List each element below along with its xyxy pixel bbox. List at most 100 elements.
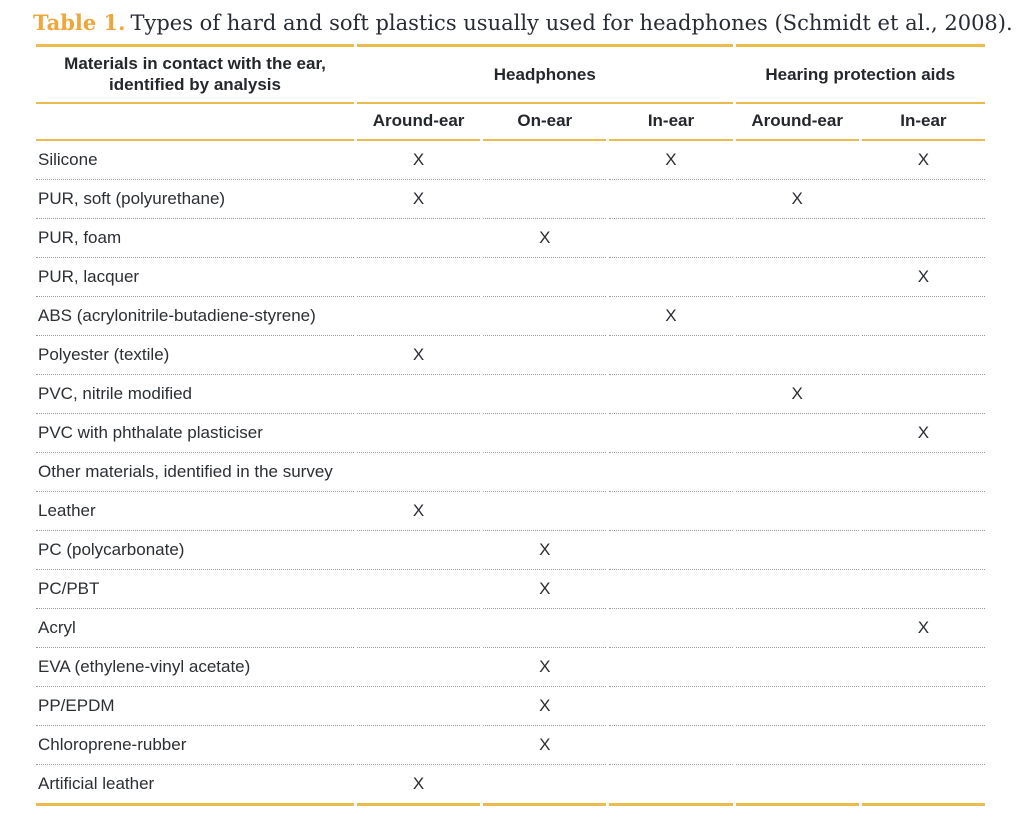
mark-cell-hearing-in-ear	[861, 297, 985, 336]
mark-cell-headphones-around-ear: X	[357, 336, 481, 375]
mark-cell-headphones-on-ear	[483, 492, 607, 531]
mark-cell-headphones-on-ear: X	[483, 531, 607, 570]
mark-cell-headphones-in-ear	[609, 531, 733, 570]
table-row: Acryl X	[36, 609, 985, 648]
mark-cell-headphones-around-ear: X	[357, 141, 481, 180]
material-name: Silicone	[36, 141, 354, 180]
mark-cell-headphones-in-ear	[609, 492, 733, 531]
mark-cell-headphones-in-ear: X	[609, 141, 733, 180]
mark-cell-hearing-around-ear	[735, 219, 859, 258]
mark-cell-hearing-around-ear	[735, 765, 859, 806]
mark-cell-hearing-in-ear	[861, 180, 985, 219]
mark-cell-headphones-in-ear	[609, 336, 733, 375]
mark-cell-headphones-on-ear	[483, 609, 607, 648]
mark-cell-hearing-around-ear	[735, 726, 859, 765]
mark-cell-headphones-around-ear	[357, 648, 481, 687]
table-row: PUR, lacquer X	[36, 258, 985, 297]
mark-cell-headphones-in-ear	[609, 180, 733, 219]
table-header: Materials in contact with the ear, ident…	[36, 44, 985, 141]
table-row: Chloroprene-rubber X	[36, 726, 985, 765]
mark-cell-hearing-around-ear	[735, 570, 859, 609]
table-caption-label: Table 1.	[33, 10, 126, 35]
subheader-hearing-around-ear: Around-ear	[735, 104, 859, 141]
table-row: PP/EPDM X	[36, 687, 985, 726]
mark-cell-headphones-on-ear	[483, 765, 607, 806]
mark-cell-headphones-in-ear	[609, 648, 733, 687]
material-name: Chloroprene-rubber	[36, 726, 354, 765]
mark-cell-headphones-around-ear	[357, 570, 481, 609]
material-name: Other materials, identified in the surve…	[36, 453, 354, 492]
material-name: Artificial leather	[36, 765, 354, 806]
mark-cell-headphones-on-ear: X	[483, 648, 607, 687]
table-row: Silicone X X X	[36, 141, 985, 180]
mark-cell-headphones-on-ear: X	[483, 687, 607, 726]
table-caption-text: Types of hard and soft plastics usually …	[130, 11, 1013, 35]
material-name: ABS (acrylonitrile-butadiene-styrene)	[36, 297, 354, 336]
mark-cell-headphones-around-ear	[357, 726, 481, 765]
mark-cell-hearing-around-ear	[735, 336, 859, 375]
material-name: PC/PBT	[36, 570, 354, 609]
mark-cell-headphones-in-ear	[609, 258, 733, 297]
material-name: PC (polycarbonate)	[36, 531, 354, 570]
material-name: PP/EPDM	[36, 687, 354, 726]
mark-cell-headphones-in-ear	[609, 765, 733, 806]
mark-cell-headphones-on-ear	[483, 297, 607, 336]
mark-cell-headphones-around-ear	[357, 609, 481, 648]
mark-cell-hearing-in-ear	[861, 687, 985, 726]
mark-cell-headphones-in-ear	[609, 375, 733, 414]
mark-cell-headphones-on-ear	[483, 141, 607, 180]
mark-cell-hearing-in-ear: X	[861, 141, 985, 180]
mark-cell-headphones-in-ear	[609, 609, 733, 648]
mark-cell-hearing-in-ear	[861, 492, 985, 531]
mark-cell-headphones-on-ear	[483, 258, 607, 297]
mark-cell-hearing-around-ear	[735, 492, 859, 531]
table-row: PVC, nitrile modified X	[36, 375, 985, 414]
mark-cell-hearing-in-ear	[861, 765, 985, 806]
mark-cell-hearing-around-ear	[735, 648, 859, 687]
mark-cell-headphones-on-ear	[483, 375, 607, 414]
mark-cell-hearing-around-ear	[735, 531, 859, 570]
material-name: PUR, soft (polyurethane)	[36, 180, 354, 219]
material-name: PUR, lacquer	[36, 258, 354, 297]
mark-cell-headphones-around-ear: X	[357, 492, 481, 531]
subheader-headphones-around-ear: Around-ear	[357, 104, 481, 141]
subheader-headphones-on-ear: On-ear	[483, 104, 607, 141]
mark-cell-headphones-in-ear	[609, 687, 733, 726]
mark-cell-headphones-around-ear	[357, 258, 481, 297]
mark-cell-hearing-around-ear	[735, 414, 859, 453]
mark-cell-headphones-around-ear: X	[357, 765, 481, 806]
mark-cell-hearing-in-ear	[861, 453, 985, 492]
mark-cell-headphones-in-ear	[609, 219, 733, 258]
mark-cell-headphones-in-ear	[609, 453, 733, 492]
table-row: Polyester (textile) X	[36, 336, 985, 375]
mark-cell-headphones-in-ear	[609, 414, 733, 453]
mark-cell-hearing-around-ear	[735, 453, 859, 492]
material-name: Polyester (textile)	[36, 336, 354, 375]
mark-cell-hearing-in-ear	[861, 648, 985, 687]
mark-cell-headphones-around-ear	[357, 687, 481, 726]
mark-cell-hearing-in-ear	[861, 336, 985, 375]
mark-cell-hearing-around-ear	[735, 609, 859, 648]
mark-cell-hearing-in-ear	[861, 726, 985, 765]
material-name: Acryl	[36, 609, 354, 648]
subheader-spacer	[36, 104, 354, 141]
table-body: Silicone X X X PUR, soft (polyurethane) …	[36, 141, 985, 806]
document-page: Table 1. Types of hard and soft plastics …	[33, 10, 1013, 806]
mark-cell-headphones-around-ear	[357, 297, 481, 336]
mark-cell-hearing-in-ear	[861, 219, 985, 258]
table-row: PVC with phthalate plasticiser X	[36, 414, 985, 453]
mark-cell-hearing-around-ear: X	[735, 375, 859, 414]
subheader-hearing-in-ear: In-ear	[861, 104, 985, 141]
mark-cell-hearing-in-ear	[861, 570, 985, 609]
table-row: ABS (acrylonitrile-butadiene-styrene) X	[36, 297, 985, 336]
mark-cell-headphones-around-ear	[357, 375, 481, 414]
mark-cell-headphones-around-ear	[357, 531, 481, 570]
mark-cell-hearing-around-ear	[735, 141, 859, 180]
mark-cell-hearing-in-ear	[861, 375, 985, 414]
mark-cell-headphones-on-ear: X	[483, 726, 607, 765]
material-name: PVC, nitrile modified	[36, 375, 354, 414]
mark-cell-hearing-around-ear	[735, 687, 859, 726]
mark-cell-hearing-around-ear	[735, 297, 859, 336]
group-header-row: Materials in contact with the ear, ident…	[36, 44, 985, 104]
mark-cell-headphones-in-ear	[609, 726, 733, 765]
